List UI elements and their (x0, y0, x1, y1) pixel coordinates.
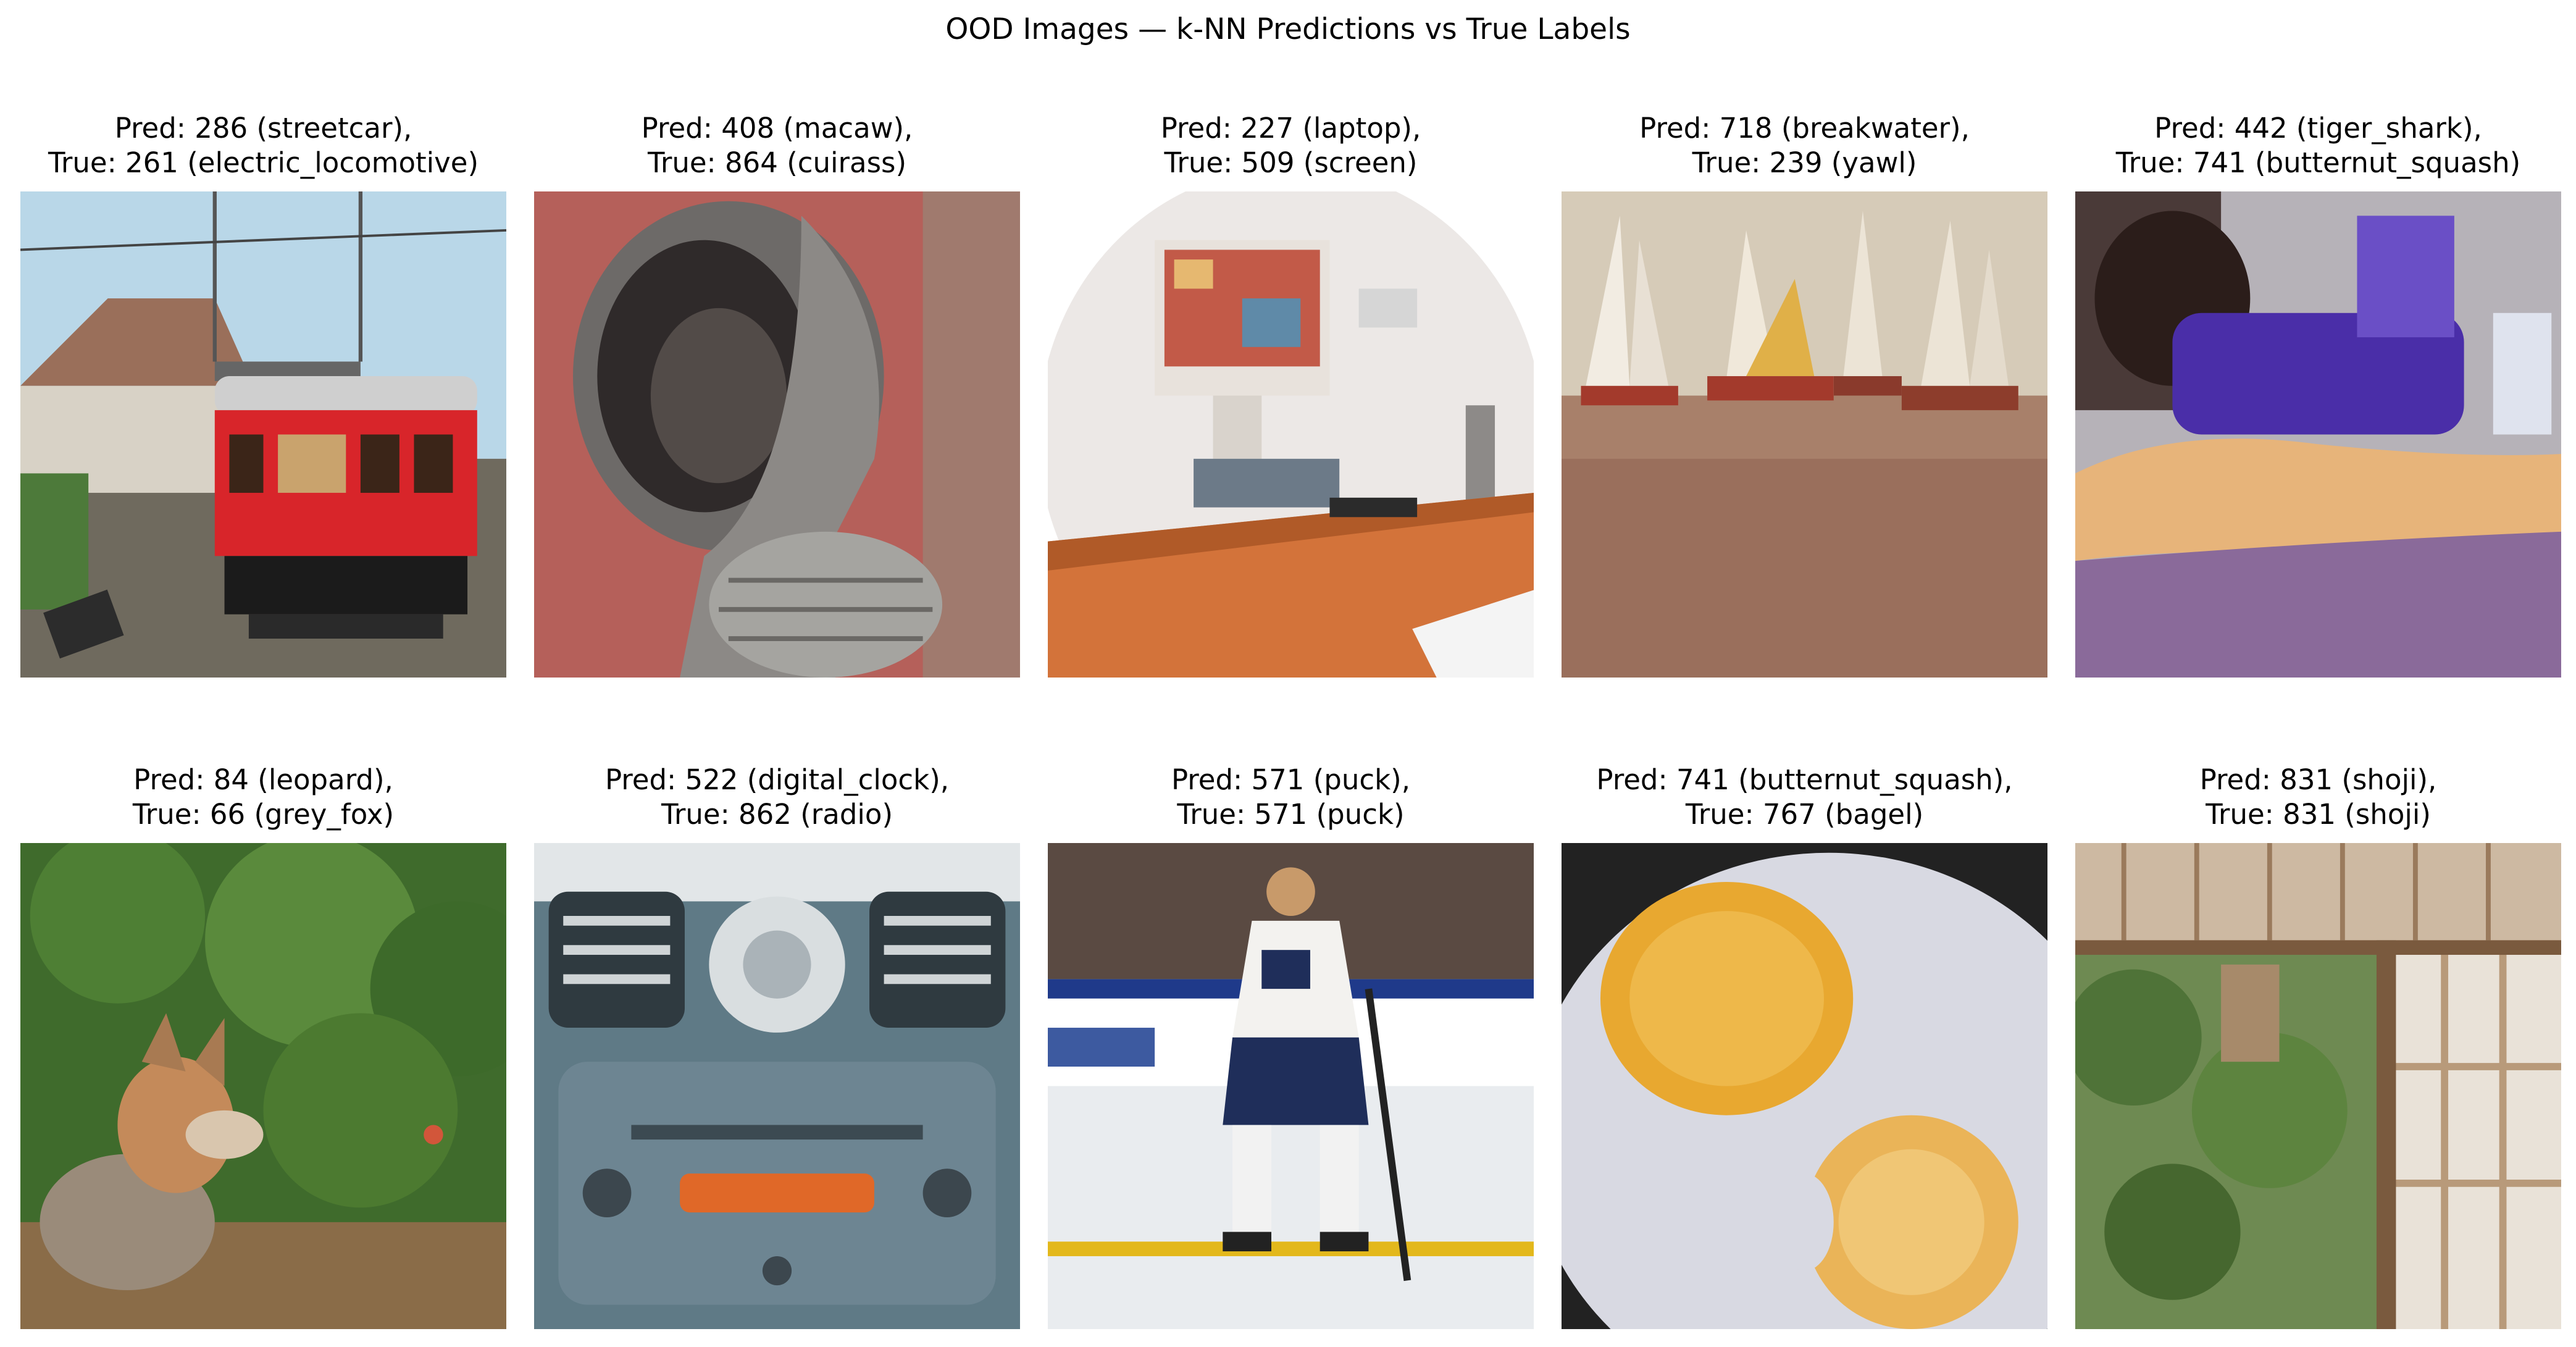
figure-title: OOD Images — k-NN Predictions vs True La… (945, 12, 1631, 46)
grey-fox-in-bushes-photo (20, 843, 506, 1329)
panel-1-true: True: 261 (electric_locomotive) (48, 146, 479, 179)
bagels-on-plate-photo (1562, 843, 2047, 1329)
metal-cuirass-photo (534, 191, 1020, 678)
panel-7-pred: Pred: 522 (digital_clock), (604, 763, 950, 796)
car-radio-dashboard-photo (534, 843, 1020, 1329)
sailboats-on-water-photo (1562, 191, 2047, 678)
panel-9-pred: Pred: 741 (butternut_squash), (1596, 763, 2013, 796)
red-electric-train-photo (20, 191, 506, 678)
panel-10-pred: Pred: 831 (shoji), (2199, 763, 2437, 796)
panel-7-true: True: 862 (radio) (661, 798, 893, 831)
panel-9-true: True: 767 (bagel) (1685, 798, 1924, 831)
panel-3-pred: Pred: 227 (laptop), (1160, 112, 1421, 145)
panel-6-true: True: 66 (grey_fox) (132, 798, 395, 831)
panel-2-true: True: 864 (cuirass) (647, 146, 907, 179)
panel-8-pred: Pred: 571 (puck), (1171, 763, 1411, 796)
panel-4-pred: Pred: 718 (breakwater), (1639, 112, 1970, 145)
desk-computer-screen-photo (1048, 191, 1534, 678)
panel-8-true: True: 571 (puck) (1177, 798, 1405, 831)
panel-5-true: True: 741 (butternut_squash) (2115, 146, 2521, 179)
panel-1-pred: Pred: 286 (streetcar), (114, 112, 412, 145)
panel-10-true: True: 831 (shoji) (2206, 798, 2431, 831)
panel-4-true: True: 239 (yawl) (1692, 146, 1917, 179)
shoji-window-garden-photo (2075, 843, 2561, 1329)
panel-2-pred: Pred: 408 (macaw), (641, 112, 913, 145)
hockey-player-photo (1048, 843, 1534, 1329)
panel-5-pred: Pred: 442 (tiger_shark), (2154, 112, 2482, 145)
panel-3-true: True: 509 (screen) (1164, 146, 1418, 179)
panel-6-pred: Pred: 84 (leopard), (133, 763, 393, 796)
squash-and-mixer-photo (2075, 191, 2561, 678)
